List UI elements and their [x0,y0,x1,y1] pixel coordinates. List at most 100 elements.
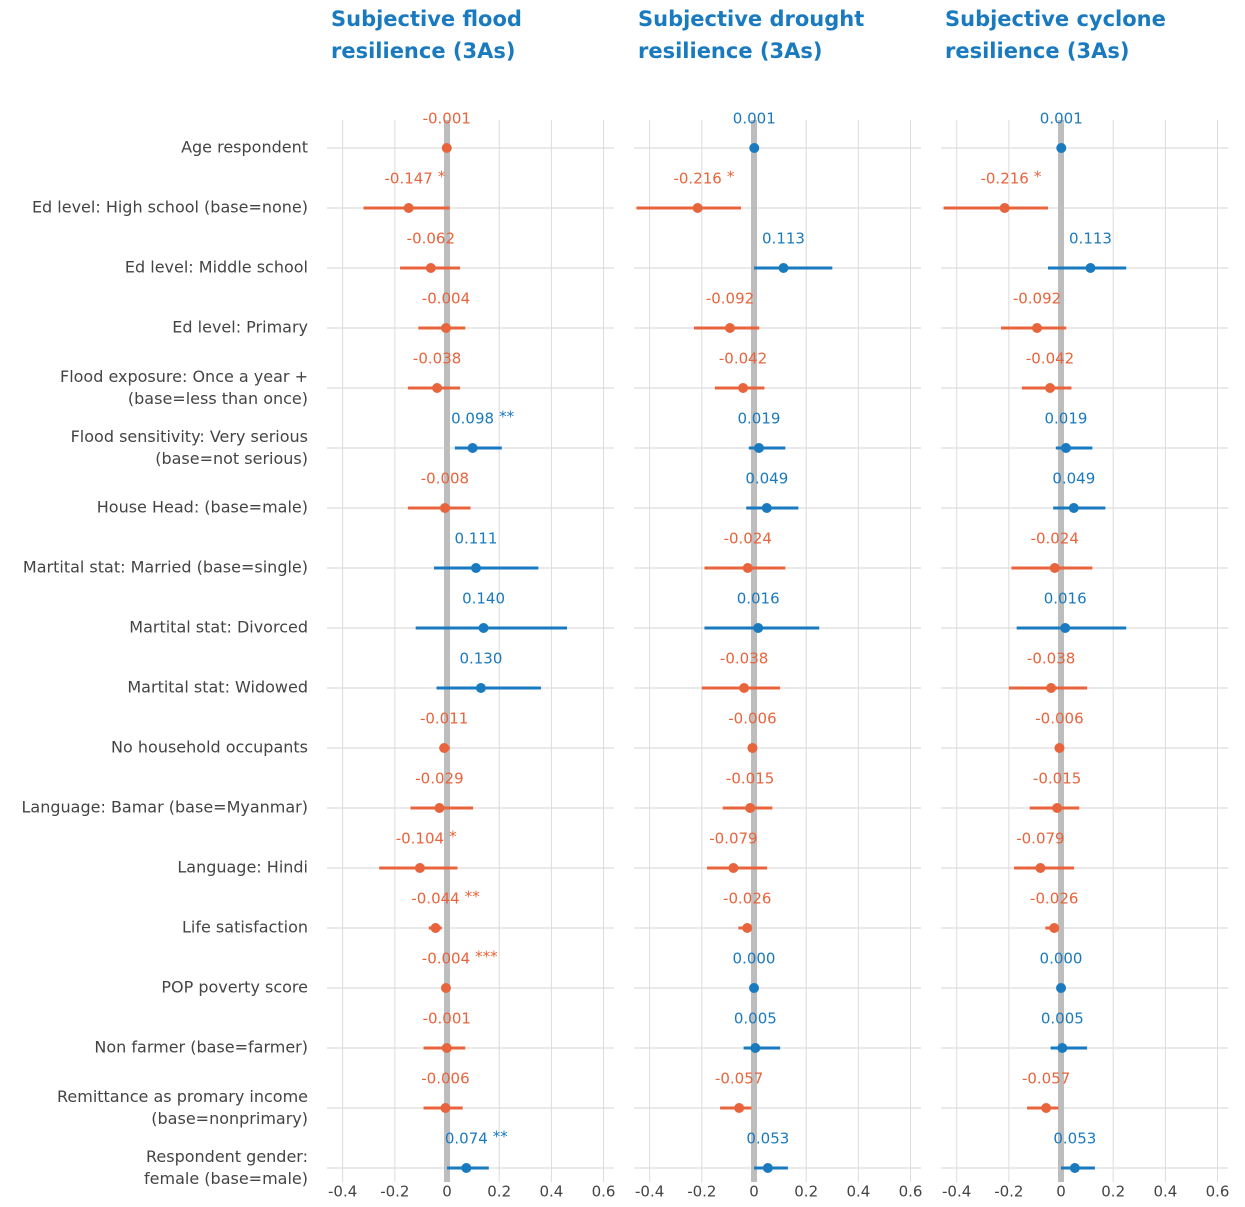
point-estimate [749,143,760,153]
point-estimate [742,563,753,573]
point-estimate [749,983,760,993]
value-label: 0.005 [734,1010,777,1028]
point-estimate [742,923,753,933]
point-estimate [440,323,451,333]
value-label: -0.038 [413,350,461,368]
value-label: 0.074 [445,1130,488,1148]
category-label: Life satisfaction [182,918,308,937]
value-label: 0.019 [1044,410,1087,428]
value-label: -0.006 [728,710,776,728]
point-estimate [1060,623,1071,633]
value-label: 0.019 [737,410,780,428]
point-estimate [1046,683,1057,693]
point-estimate [738,383,749,393]
x-tick-label: 0.6 [1206,1183,1230,1201]
value-label: -0.104 [396,830,444,848]
point-estimate [778,263,789,273]
value-label: 0.049 [1052,470,1095,488]
x-tick-label: 0 [442,1183,452,1201]
significance-stars: * [1034,168,1042,186]
point-estimate [1052,803,1063,813]
significance-stars: * [727,168,735,186]
point-estimate [439,743,450,753]
value-label: 0.049 [745,470,788,488]
point-estimate [725,323,736,333]
point-estimate [432,383,443,393]
value-label: -0.004 [422,950,470,968]
category-label: Flood sensitivity: Very serious (base=not… [71,427,308,468]
point-estimate [478,623,489,633]
value-label: 0.113 [762,230,805,248]
category-label: Non farmer (base=farmer) [94,1038,308,1057]
point-estimate [403,203,414,213]
value-label: 0.053 [746,1130,789,1148]
value-label: 0.000 [733,950,776,968]
value-label: -0.057 [715,1070,763,1088]
x-tick-label: 0.2 [487,1183,511,1201]
value-label: -0.079 [709,830,757,848]
significance-stars: * [449,828,457,846]
point-estimate [470,563,481,573]
category-label: Martital stat: Divorced [129,618,308,637]
category-label: Ed level: High school (base=none) [32,198,308,217]
point-estimate [434,803,445,813]
category-label: Ed level: Primary [172,318,308,337]
category-label: No household occupants [111,738,308,757]
value-label: 0.053 [1053,1130,1096,1148]
point-estimate [440,983,451,993]
value-label: 0.130 [459,650,502,668]
x-tick-label: 0.4 [539,1183,563,1201]
x-tick-label: 0.6 [592,1183,616,1201]
point-estimate [761,503,772,513]
x-tick-label: -0.4 [328,1183,357,1201]
point-estimate [1054,743,1065,753]
significance-stars: ** [493,1128,509,1146]
category-label: Age respondent [181,138,308,157]
value-label: 0.001 [1040,110,1083,128]
x-tick-label: 0.4 [1153,1183,1177,1201]
point-estimate [440,1103,451,1113]
point-estimate [747,743,758,753]
point-estimate [467,443,478,453]
value-label: 0.005 [1041,1010,1084,1028]
value-label: -0.038 [720,650,768,668]
point-estimate [753,623,764,633]
value-label: 0.111 [455,530,498,548]
point-estimate [425,263,436,273]
value-label: -0.026 [1030,890,1078,908]
point-estimate [745,803,756,813]
point-estimate [475,683,486,693]
value-label: -0.026 [723,890,771,908]
category-label: Language: Bamar (base=Myanmar) [22,798,309,817]
value-label: -0.015 [726,770,774,788]
point-estimate [734,1103,745,1113]
x-tick-label: 0 [749,1183,759,1201]
point-estimate [461,1163,472,1173]
category-label: POP poverty score [161,978,308,997]
value-label: -0.029 [415,770,463,788]
point-estimate [1049,563,1060,573]
value-label: -0.024 [1031,530,1079,548]
point-estimate [1069,1163,1080,1173]
value-label: -0.011 [420,710,468,728]
category-label: Martital stat: Married (base=single) [23,558,308,577]
point-estimate [999,203,1010,213]
panel-title: Subjective cyclone resilience (3As) [945,7,1166,63]
point-estimate [1056,143,1067,153]
point-estimate [1035,863,1046,873]
point-estimate [1041,1103,1052,1113]
value-label: -0.038 [1027,650,1075,668]
category-label: Martital stat: Widowed [127,678,308,697]
category-label: Remittance as promary income (base=nonpri… [57,1087,308,1128]
point-estimate [1056,983,1067,993]
value-label: -0.057 [1022,1070,1070,1088]
value-label: -0.015 [1033,770,1081,788]
value-label: 0.140 [462,590,505,608]
point-estimate [1068,503,1079,513]
panel-title: Subjective flood resilience (3As) [331,7,522,63]
value-label: -0.006 [1035,710,1083,728]
x-tick-label: -0.4 [635,1183,664,1201]
value-label: 0.113 [1069,230,1112,248]
point-estimate [753,443,764,453]
